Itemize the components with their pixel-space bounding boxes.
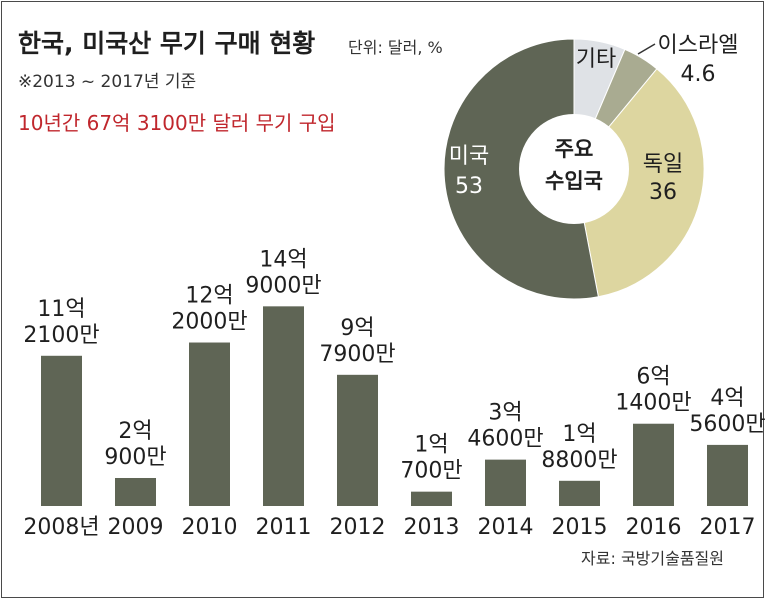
bar-9 bbox=[707, 444, 748, 506]
pie-label-name-2: 이스라엘 bbox=[658, 33, 739, 58]
bar-data-label-4-line1: 9억 bbox=[340, 316, 374, 341]
bar-data-label-3-line2: 9000만 bbox=[245, 273, 321, 298]
bar-3 bbox=[263, 306, 304, 506]
pie-label-leader-line bbox=[637, 43, 656, 55]
pie-label-name-3: 기타 bbox=[576, 47, 616, 72]
pie-label-name-1: 독일 bbox=[643, 152, 683, 177]
bar-data-label-5-line1: 1억 bbox=[414, 433, 448, 458]
x-tick-label-8: 2016 bbox=[626, 515, 682, 540]
x-tick-label-6: 2014 bbox=[478, 515, 534, 540]
bar-data-label-4-line2: 7900만 bbox=[319, 342, 395, 367]
bar-data-label-8-line1: 6억 bbox=[636, 365, 670, 390]
source-note: 자료: 국방기술품질원 bbox=[581, 549, 724, 568]
bar-data-label-8-line2: 1400만 bbox=[615, 391, 691, 416]
pie-label-value-2: 4.6 bbox=[681, 62, 716, 87]
bar-data-label-5-line2: 700만 bbox=[400, 459, 462, 484]
bar-1 bbox=[115, 477, 156, 506]
bar-7 bbox=[559, 480, 600, 506]
bar-data-label-9-line2: 5600만 bbox=[689, 412, 765, 437]
bar-data-label-7-line2: 8800만 bbox=[541, 448, 617, 473]
x-tick-label-1: 2009 bbox=[108, 515, 164, 540]
pie-slice-1 bbox=[573, 68, 705, 298]
x-tick-label-9: 2017 bbox=[700, 515, 756, 540]
pie-center-label-line2: 수입국 bbox=[545, 169, 603, 193]
x-tick-label-2: 2010 bbox=[182, 515, 238, 540]
x-tick-label-3: 2011 bbox=[256, 515, 312, 540]
pie-label-value-1: 36 bbox=[649, 180, 677, 205]
bar-8 bbox=[633, 423, 674, 506]
bar-data-label-2-line2: 2000만 bbox=[171, 310, 247, 335]
bar-4 bbox=[337, 374, 378, 506]
pie-label-name-0: 미국 bbox=[449, 144, 489, 169]
bar-data-label-1-line2: 900만 bbox=[104, 445, 166, 470]
bar-data-label-7-line1: 1억 bbox=[562, 422, 596, 447]
bar-data-label-0-line1: 11억 bbox=[37, 297, 85, 322]
bar-2 bbox=[189, 342, 230, 506]
base-period-note: ※2013 ~ 2017년 기준 bbox=[18, 72, 196, 92]
bar-data-label-6-line2: 4600만 bbox=[467, 427, 543, 452]
bar-5 bbox=[411, 491, 452, 506]
x-tick-label-4: 2012 bbox=[330, 515, 386, 540]
x-tick-label-7: 2015 bbox=[552, 515, 608, 540]
pie-center-label-line1: 주요 bbox=[555, 137, 594, 161]
bar-data-label-1-line1: 2억 bbox=[118, 419, 152, 444]
bar-data-label-6-line1: 3억 bbox=[488, 401, 522, 426]
pie-label-value-0: 53 bbox=[455, 174, 483, 199]
unit-note: 단위: 달러, % bbox=[348, 38, 443, 57]
bar-data-label-2-line1: 12억 bbox=[185, 284, 233, 309]
bar-data-label-3-line1: 14억 bbox=[259, 247, 307, 272]
pie-center-hole bbox=[519, 114, 629, 224]
bar-6 bbox=[485, 459, 526, 506]
x-tick-label-5: 2013 bbox=[404, 515, 460, 540]
x-tick-label-0: 2008년 bbox=[23, 515, 99, 540]
bar-0 bbox=[41, 355, 82, 506]
chart-title: 한국, 미국산 무기 구매 현황 bbox=[18, 29, 315, 58]
highlight-summary: 10년간 67억 3100만 달러 무기 구입 bbox=[18, 111, 336, 135]
bar-data-label-9-line1: 4억 bbox=[710, 386, 744, 411]
bar-data-label-0-line2: 2100만 bbox=[23, 323, 99, 348]
